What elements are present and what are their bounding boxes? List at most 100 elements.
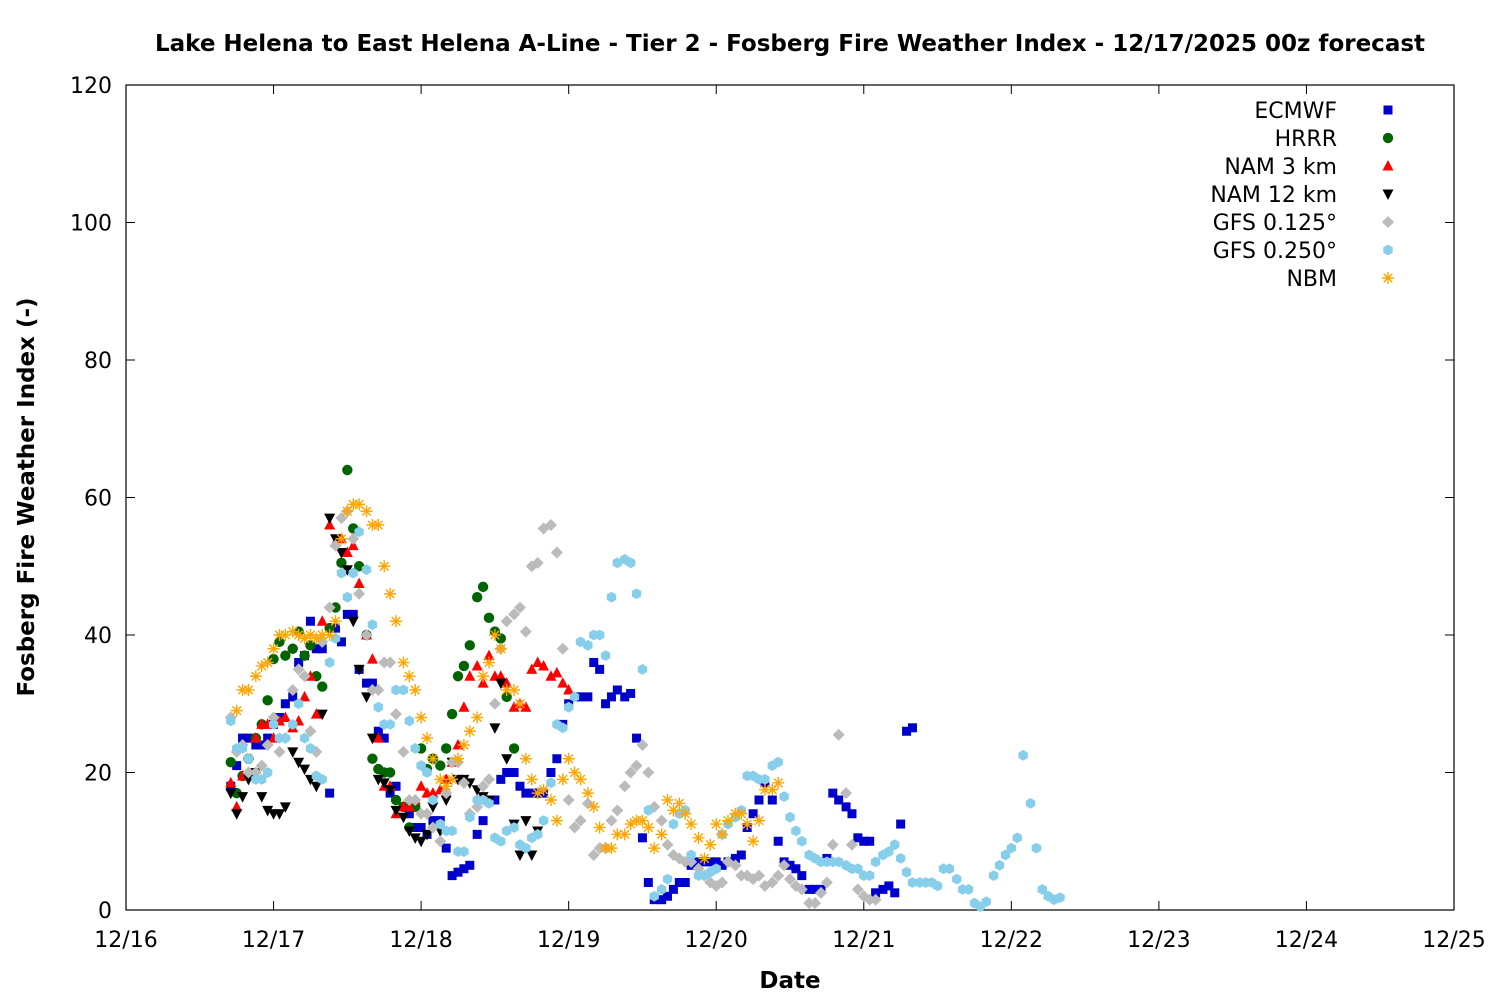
y-tick-label: 120 [70,74,112,99]
data-point [869,893,882,906]
data-point [595,629,605,641]
data-point [292,629,305,641]
data-point [583,639,593,651]
data-point [637,664,648,675]
data-point [458,660,470,672]
data-point [331,623,341,633]
plot-frame [125,84,1455,911]
data-point [611,828,624,841]
data-point [263,767,273,778]
data-point [716,876,729,889]
data-point [434,773,447,786]
data-point [730,853,740,863]
data-point [288,719,298,730]
data-point [273,809,285,820]
data-point [673,797,686,810]
data-point [772,776,785,789]
data-point [952,873,962,885]
data-point [494,642,507,655]
data-point [341,505,354,518]
data-point [685,855,698,868]
data-point [944,863,954,875]
data-point [642,766,655,779]
data-point [601,699,611,709]
data-point [501,691,512,703]
data-point [495,633,506,644]
data-point [834,856,844,868]
data-point [471,659,483,671]
data-point [384,656,397,669]
data-point [391,684,401,696]
data-point [896,853,906,864]
legend-label: GFS 0.250° [1213,239,1337,264]
legend-label: ECMWF [1254,99,1337,124]
data-point [268,653,279,665]
data-point [551,666,563,678]
data-point [262,695,273,706]
y-tick-label: 0 [98,899,112,924]
data-point [478,816,488,826]
data-point [477,670,490,683]
data-point [342,464,353,476]
data-point [250,732,262,743]
data-point [668,818,679,830]
data-point [791,864,801,874]
data-point [409,684,422,696]
data-point [810,884,820,894]
data-point [311,644,321,654]
data-point [832,728,845,741]
data-point [342,591,352,603]
y-tick-label: 40 [84,624,112,649]
data-point [453,867,463,877]
data-point [704,838,717,851]
data-point [643,878,653,887]
data-point [335,548,347,559]
data-point [390,805,402,817]
data-point [482,656,495,669]
data-point [457,776,470,789]
data-point [421,829,433,841]
data-point [618,828,631,841]
data-point [225,756,236,768]
data-point [853,833,863,843]
x-tick-label: 12/25 [1422,928,1485,953]
data-point [711,857,721,867]
data-point [853,863,863,875]
data-point [778,859,791,872]
data-point [538,659,550,671]
x-axis: 12/16 12/17 12/18 12/19 12/20 12/21 12/22 12/23… [94,85,1486,953]
data-point [531,556,544,569]
data-point [286,625,299,638]
data-point [495,678,507,690]
data-point [685,818,698,831]
data-point [574,814,587,827]
data-point [791,825,801,837]
data-point [398,684,409,696]
data-point [686,849,696,861]
data-point [502,768,512,777]
data-point [242,766,255,779]
data-point [657,895,667,905]
data-point [532,656,544,667]
data-point [758,783,771,796]
legend-label: HRRR [1275,127,1337,152]
data-point [353,587,366,600]
data-point [255,659,268,672]
data-point [626,557,636,569]
data-point [705,857,715,867]
data-point [605,842,618,855]
data-point [330,534,342,545]
data-point [268,719,279,730]
data-point [348,609,358,619]
data-point [294,698,304,710]
data-point [767,795,777,805]
data-point [663,891,673,901]
data-point [316,615,328,626]
data-point [519,625,532,638]
data-point [410,743,420,754]
data-point [521,788,531,798]
data-point [242,684,255,696]
data-point [385,719,395,730]
data-point [637,833,647,843]
data-point [661,838,674,851]
